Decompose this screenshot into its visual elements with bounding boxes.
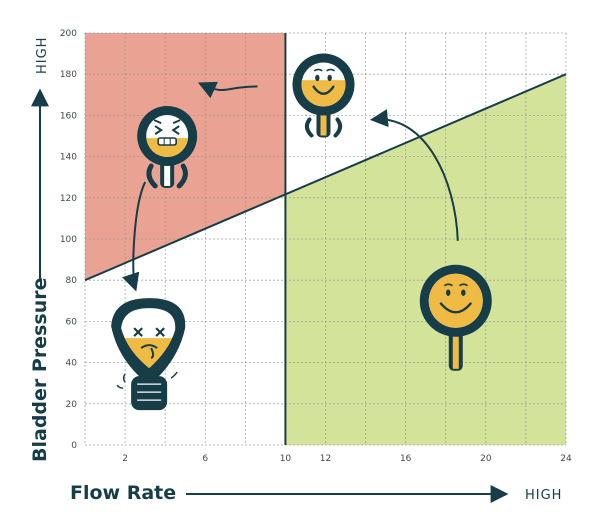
y-tick-label: 80: [66, 276, 78, 286]
character-dead: [111, 298, 186, 411]
boundary-line: [84, 73, 567, 282]
chart-tick-labels: 0 20 40 60 80 100 120 140 160 180 200 2 6 10 12 16 20 24: [60, 29, 572, 464]
character-straining: [137, 106, 198, 189]
urine-stream: [164, 160, 171, 186]
transition-arrow: [197, 81, 258, 99]
x-tick-label: 24: [560, 454, 572, 464]
y-axis-high-label: HIGH: [35, 37, 50, 74]
y-tick-label: 100: [60, 235, 77, 245]
y-axis-title: Bladder Pressure: [29, 278, 51, 462]
y-tick-label: 180: [60, 70, 77, 80]
x-tick-label: 16: [400, 454, 412, 464]
character-happy-strong: [419, 264, 492, 371]
x-axis-high-label: HIGH: [525, 488, 562, 503]
y-tick-label: 60: [66, 317, 78, 327]
transition-arrow: [369, 109, 459, 241]
y-tick-label: 120: [60, 194, 77, 204]
squeezing-hands: [146, 163, 188, 189]
transition-arrows: [122, 81, 459, 292]
y-tick-label: 200: [60, 29, 77, 39]
x-tick-label: 10: [280, 454, 292, 464]
urine-stream: [452, 330, 459, 369]
x-tick-label: 2: [122, 454, 128, 464]
y-tick-label: 40: [66, 359, 78, 369]
urine-fill: [428, 273, 483, 328]
character-content: [292, 53, 355, 138]
fist: [131, 376, 168, 411]
urine-stream: [320, 109, 327, 136]
chart-threshold-lines: [84, 33, 567, 445]
y-tick-label: 140: [60, 153, 77, 163]
x-tick-label: 12: [320, 454, 331, 464]
urine-fill: [146, 138, 189, 157]
y-tick-label: 160: [60, 111, 77, 121]
transition-arrow: [122, 181, 147, 292]
x-axis-title: Flow Rate: [70, 482, 176, 504]
region-low-pressure-high-flow: [285, 74, 566, 445]
x-tick-label: 6: [202, 454, 208, 464]
y-tick-label: 20: [66, 400, 78, 410]
x-tick-label: 20: [480, 454, 492, 464]
chart-points: [111, 53, 492, 411]
y-tick-label: 0: [71, 441, 77, 451]
